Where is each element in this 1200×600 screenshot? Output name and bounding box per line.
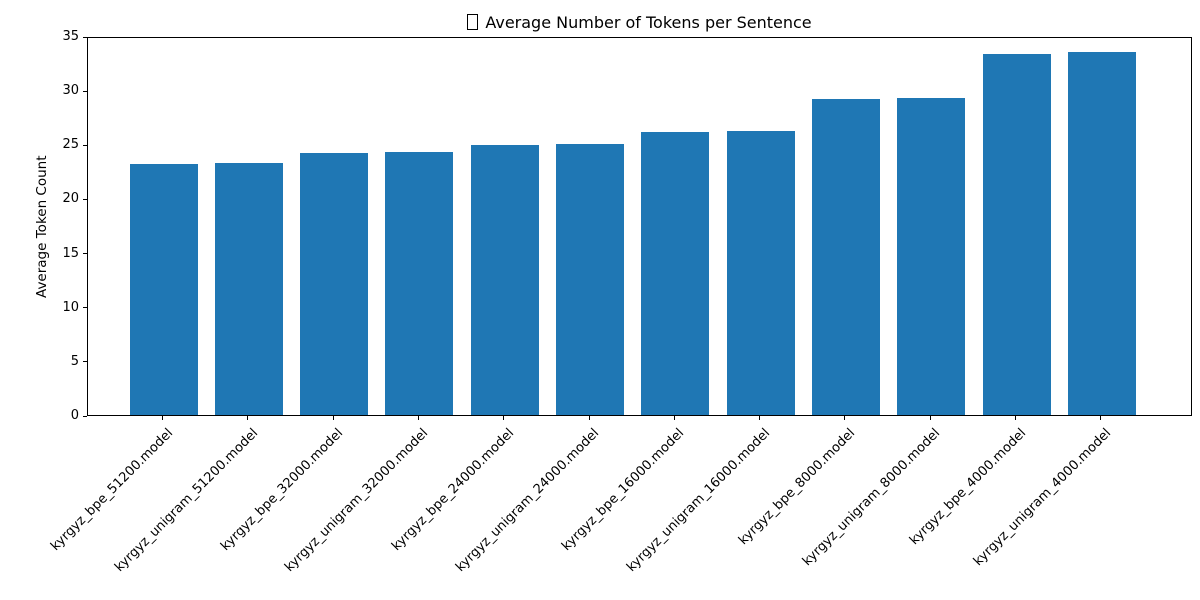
y-tick-label: 30 bbox=[62, 83, 79, 99]
y-tick-mark bbox=[83, 253, 87, 255]
bar bbox=[1067, 52, 1136, 415]
y-tick-mark bbox=[83, 90, 87, 92]
y-tick-mark bbox=[83, 198, 87, 200]
bar bbox=[811, 98, 880, 415]
bar bbox=[300, 152, 369, 415]
plot-area bbox=[87, 37, 1192, 416]
chart-title-text: Average Number of Tokens per Sentence bbox=[485, 13, 812, 32]
y-tick-label: 0 bbox=[70, 408, 79, 423]
y-tick-mark bbox=[83, 361, 87, 363]
y-tick-label: 25 bbox=[62, 137, 79, 153]
y-tick-mark bbox=[83, 415, 87, 417]
x-tick-mark bbox=[332, 416, 334, 420]
bar bbox=[982, 54, 1051, 415]
missing-glyph-icon bbox=[467, 14, 479, 30]
bar bbox=[214, 162, 283, 415]
x-tick-mark bbox=[162, 416, 163, 420]
y-tick-label: 5 bbox=[70, 353, 79, 369]
x-tick-label: kyrgyz_unigram_4000.model bbox=[970, 425, 1114, 570]
bar bbox=[726, 131, 795, 415]
y-tick-label: 15 bbox=[62, 245, 79, 261]
bar bbox=[470, 145, 539, 415]
x-tick-mark bbox=[929, 416, 931, 420]
bar bbox=[385, 151, 454, 415]
x-tick-mark bbox=[1015, 416, 1016, 420]
y-tick-label: 35 bbox=[62, 29, 79, 44]
x-tick-label: kyrgyz_unigram_51200.model bbox=[111, 425, 261, 575]
y-tick-mark bbox=[83, 36, 87, 38]
x-tick-mark bbox=[673, 416, 675, 420]
y-tick-mark bbox=[83, 144, 87, 146]
x-tick-mark bbox=[503, 416, 505, 420]
x-tick-mark bbox=[1100, 416, 1102, 420]
y-tick-label: 10 bbox=[62, 299, 79, 315]
bar bbox=[897, 97, 966, 415]
x-tick-label: kyrgyz_unigram_32000.model bbox=[282, 425, 432, 575]
x-tick-mark bbox=[588, 416, 590, 420]
x-tick-mark bbox=[759, 416, 761, 420]
x-tick-mark bbox=[247, 416, 249, 420]
x-tick-mark bbox=[844, 416, 846, 420]
bar bbox=[556, 144, 624, 415]
x-tick-label: kyrgyz_unigram_24000.model bbox=[453, 425, 603, 575]
y-tick-label: 20 bbox=[62, 191, 79, 207]
x-tick-label: kyrgyz_unigram_8000.model bbox=[800, 425, 944, 570]
bar bbox=[129, 163, 198, 415]
bar bbox=[641, 132, 710, 415]
x-tick-mark bbox=[417, 416, 419, 420]
chart-title: Average Number of Tokens per Sentence bbox=[87, 13, 1192, 32]
y-tick-mark bbox=[83, 307, 87, 309]
x-tick-label: kyrgyz_unigram_16000.model bbox=[623, 425, 773, 575]
